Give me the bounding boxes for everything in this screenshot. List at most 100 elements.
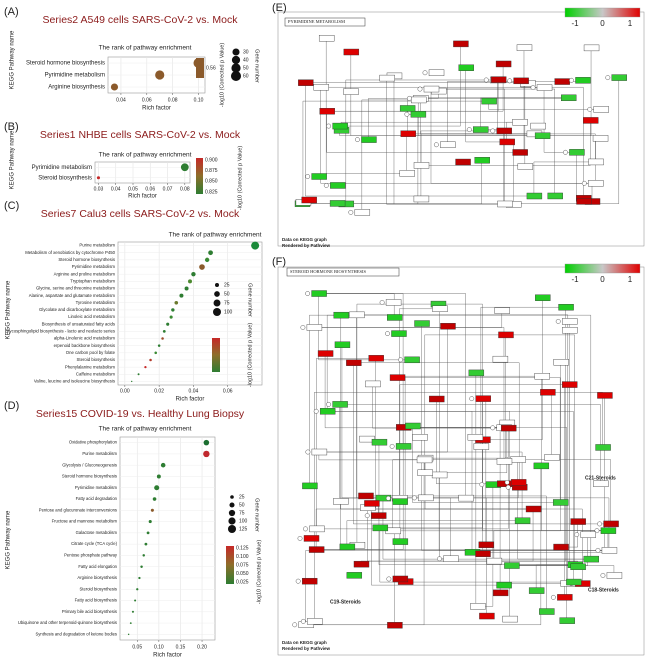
reaction-arrow (309, 314, 341, 486)
bubble (174, 300, 179, 305)
gene-box (405, 422, 421, 430)
gene-box (333, 311, 349, 319)
gene-box (562, 327, 578, 334)
colorbar-tick-label: 0.56 (206, 65, 216, 71)
gene-box (528, 587, 545, 594)
colorbar-tick-label: 1 (628, 19, 633, 28)
y-tick-label: Biosynthesis of unsaturated fatty acids (42, 321, 115, 326)
bubble (161, 337, 164, 340)
size-legend-key (231, 55, 241, 65)
colorbar (226, 546, 234, 584)
compound (303, 526, 308, 532)
size-legend-key (232, 48, 240, 56)
bubble (179, 293, 184, 298)
bubble (96, 176, 101, 180)
group-label: C19-Steroids (330, 599, 361, 605)
compound (550, 594, 556, 600)
reaction-arrow (430, 88, 505, 204)
bubble (152, 497, 157, 501)
compound (386, 576, 392, 582)
gene-box (298, 79, 314, 86)
compound (469, 396, 475, 402)
bubble (138, 576, 141, 580)
compound (305, 291, 310, 296)
compound (348, 209, 354, 215)
size-legend-key (214, 291, 220, 297)
gene-box (395, 443, 412, 450)
chart-title: Series1 NHBE cells SARS-CoV-2 vs. Mock (40, 129, 241, 141)
gene-box (343, 88, 359, 95)
reaction-arrow (424, 334, 506, 473)
gene-box (455, 158, 471, 166)
reaction-arrow (339, 404, 601, 484)
gene-box (600, 527, 617, 534)
reaction-arrow (327, 411, 510, 620)
reaction-arrow (399, 308, 440, 499)
gene-box (302, 482, 318, 490)
y-tick-label: Arginine and proline metabolism (54, 271, 116, 276)
gene-box (311, 448, 328, 456)
gene-box (583, 555, 600, 563)
gene-box (319, 408, 336, 415)
gene-box (387, 314, 403, 321)
y-axis-label: KEGG Pathway name (6, 280, 12, 339)
reaction-arrow (397, 377, 561, 503)
gene-box (603, 520, 619, 528)
gene-box (498, 331, 514, 339)
compound (490, 128, 496, 134)
gene-box (576, 198, 592, 205)
y-tick-label: Purine metabolism (82, 451, 117, 456)
size-legend-label: 60 (243, 73, 249, 79)
gene-box (595, 444, 611, 451)
plot-area (119, 436, 216, 641)
gene-box (473, 443, 490, 450)
chart-title: Series15 COVID-19 vs. Healthy Lung Biops… (36, 408, 245, 420)
gene-box (490, 76, 507, 83)
colorbar-title: -log10 (Corrected p Value) (219, 43, 225, 108)
gene-box (343, 48, 360, 56)
gene-box (440, 323, 456, 330)
gene-box (512, 119, 528, 126)
compound (385, 495, 391, 501)
gene-box (375, 494, 392, 502)
compound (530, 85, 536, 90)
footer-note: Rendered by Pathview (282, 243, 331, 248)
reaction-arrow (482, 297, 543, 440)
colorbar-tick-label: 0.875 (205, 168, 218, 174)
gene-box (318, 35, 335, 42)
gene-box (475, 550, 491, 558)
size-legend-label: 25 (224, 282, 230, 288)
gene-box (539, 608, 555, 615)
gene-box (559, 617, 575, 624)
bubble (146, 531, 150, 535)
x-tick-label: 0.10 (194, 97, 204, 103)
gene-box (597, 392, 613, 399)
gene-box (413, 195, 430, 203)
compound (379, 300, 385, 305)
x-tick-label: 0.05 (132, 644, 142, 650)
gene-box (371, 438, 388, 446)
x-axis-label: Rich factor (153, 653, 182, 659)
compound (605, 75, 611, 81)
reaction-arrow (430, 89, 596, 184)
colorbar-tick-label: 0.900 (205, 157, 218, 163)
colorbar-tick-label: 1 (628, 275, 633, 284)
bubble (180, 163, 189, 172)
reaction-arrow (533, 508, 583, 584)
gene-box (606, 572, 623, 579)
gene-box (329, 200, 346, 207)
y-tick-label: Pyrimidine metabolism (75, 485, 118, 490)
gene-box (309, 525, 325, 533)
gene-box (562, 318, 578, 325)
size-legend-key (213, 299, 221, 307)
gene-box (496, 581, 512, 589)
y-tick-label: Pyrimidine metabolism (72, 264, 116, 269)
y-tick-label: Glycine, serine and threonine metabolism (36, 286, 115, 291)
compound (295, 578, 301, 584)
gene-box (413, 162, 430, 169)
gene-box (443, 555, 459, 562)
size-legend-key (227, 524, 237, 534)
size-legend-title: Gene number (254, 49, 260, 83)
colorbar-tick-label: 0.025 (236, 579, 249, 585)
size-legend-key (231, 63, 241, 73)
